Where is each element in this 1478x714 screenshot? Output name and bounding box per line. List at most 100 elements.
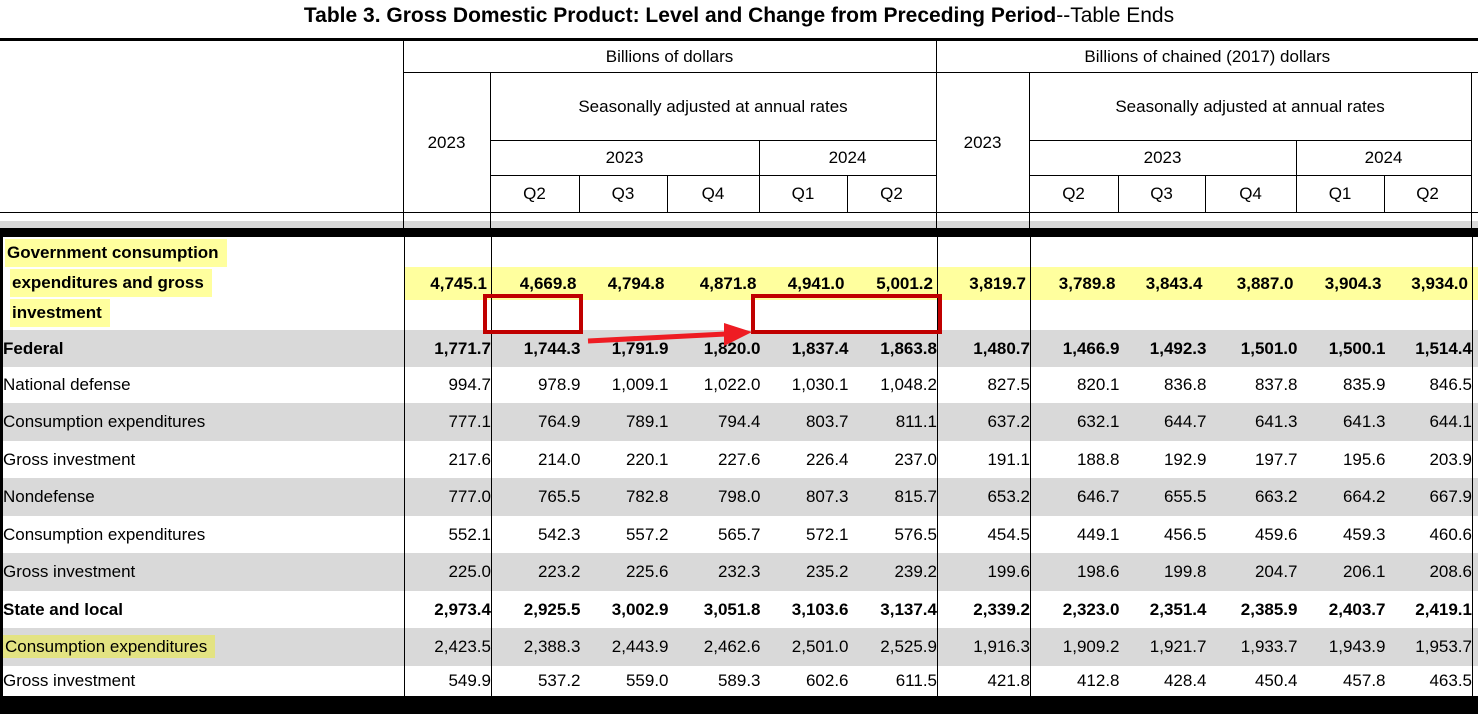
value-cell: 4,745.1	[404, 237, 492, 330]
table-row: Consumption expenditures 552.1 542.3 557.2 5…	[1, 516, 1478, 553]
value-cell: 827.5	[937, 367, 1031, 403]
annotation-box-q2-2023	[483, 294, 583, 334]
cutoff-column-cell	[1473, 367, 1478, 403]
table-row: Gross investment 217.6 214.0 220.1 227.6 226.…	[1, 441, 1478, 478]
row-label: Nondefense	[1, 478, 405, 516]
row-label: Consumption expenditures	[1, 628, 405, 666]
quarter-header-q3-2023-right: Q3	[1117, 175, 1206, 213]
quarter-header-q2-2023-left: Q2	[489, 175, 580, 213]
value-cell: 450.4	[1254, 671, 1298, 690]
value-cell: 1,916.3	[937, 628, 1031, 666]
value-cell: 3,051.8	[703, 599, 761, 619]
row-label: National defense	[1, 367, 405, 403]
value-cell: 2,385.9	[1240, 599, 1298, 619]
value-cell: 1,943.9	[1328, 637, 1386, 656]
value-cell: 765.5	[537, 487, 581, 506]
value-cell: 421.8	[937, 666, 1031, 696]
value-cell: 227.6	[717, 449, 761, 469]
highlighted-label: Consumption expenditures	[3, 635, 216, 658]
value-cell: 3,843.4	[1119, 237, 1207, 330]
annotation-box-2024-q1-q2	[751, 294, 942, 334]
grid-line	[403, 221, 404, 228]
value-cell: 641.3	[1254, 412, 1298, 431]
value-cell: 3,904.3	[1297, 237, 1386, 330]
value-cell: 646.7	[1076, 487, 1120, 506]
saar-header-right: Seasonally adjusted at annual rates	[1028, 72, 1472, 141]
value-cell: 2,525.9	[848, 628, 938, 666]
highlighted-label-line: expenditures and gross	[10, 269, 212, 297]
value-cell: 798.0	[717, 487, 761, 506]
value-cell: 3,934.0	[1385, 237, 1473, 330]
value-cell: 644.1	[1385, 403, 1473, 441]
value-cell: 789.1	[625, 412, 669, 431]
value-cell: 192.9	[1163, 449, 1207, 469]
value-cell: 653.2	[937, 478, 1031, 516]
value-cell: 220.1	[625, 449, 669, 469]
quarter-header-q2-2024-right: Q2	[1383, 175, 1472, 213]
table-row: State and local 2,973.4 2,925.5 3,002.9 3,05…	[1, 591, 1478, 628]
value-cell: 1,837.4	[791, 338, 849, 358]
annual-column-header-left: 2023	[402, 72, 491, 213]
annual-column-header-right: 2023	[935, 72, 1030, 213]
value-cell: 655.5	[1163, 487, 1207, 506]
value-cell: 1,030.1	[791, 375, 849, 394]
value-cell: 572.1	[805, 524, 849, 544]
value-cell: 1,466.9	[1062, 338, 1120, 358]
value-cell: 611.5	[848, 666, 938, 696]
row-label: Federal	[1, 330, 405, 367]
value-cell: 2,351.4	[1149, 599, 1207, 619]
grid-line	[936, 213, 937, 221]
cutoff-column-cell	[1473, 628, 1478, 666]
value-cell: 217.6	[404, 441, 492, 478]
row-label: Gross investment	[1, 553, 405, 591]
value-cell: 782.8	[625, 487, 669, 506]
value-cell: 2,925.5	[523, 599, 581, 619]
value-cell: 235.2	[805, 562, 849, 581]
value-cell: 589.3	[717, 671, 761, 690]
grid-line	[403, 213, 404, 221]
value-cell: 565.7	[717, 524, 761, 544]
value-cell: 195.6	[1342, 449, 1386, 469]
cutoff-column-cell	[1473, 591, 1478, 628]
table-title-suffix: --Table Ends	[1056, 4, 1175, 27]
value-cell: 449.1	[1076, 524, 1120, 544]
quarter-header-q4-2023-left: Q4	[666, 175, 760, 213]
value-cell: 232.3	[717, 562, 761, 581]
value-cell: 667.9	[1385, 478, 1473, 516]
value-cell: 1,771.7	[404, 330, 492, 367]
value-cell: 197.7	[1254, 449, 1298, 469]
highlighted-value: 3,789.8	[1031, 267, 1120, 300]
year-header-2024-left: 2024	[758, 140, 937, 176]
value-cell: 457.8	[1342, 671, 1386, 690]
row-label: State and local	[1, 591, 405, 628]
table-row: National defense 994.7 978.9 1,009.1 1,022.0…	[1, 367, 1478, 403]
grid-line	[1029, 221, 1030, 228]
value-cell: 3,002.9	[611, 599, 669, 619]
table-title-main: Table 3. Gross Domestic Product: Level a…	[303, 4, 1057, 27]
table-row: Nondefense 777.0 765.5 782.8 798.0 807.3 815.7…	[1, 478, 1478, 516]
value-cell: 542.3	[537, 524, 581, 544]
value-cell: 549.9	[404, 666, 492, 696]
quarter-header-q3-2023-left: Q3	[578, 175, 668, 213]
saar-header-left: Seasonally adjusted at annual rates	[489, 72, 937, 141]
quarter-header-q2-2023-right: Q2	[1028, 175, 1119, 213]
quarter-header-q1-2024-left: Q1	[758, 175, 848, 213]
highlighted-value: 3,819.7	[938, 267, 1030, 300]
grid-line	[490, 213, 491, 221]
data-table: Government consumption expenditures and g…	[0, 237, 1478, 696]
value-cell: 1,744.3	[523, 338, 581, 358]
value-cell: 203.9	[1385, 441, 1473, 478]
highlighted-value: 3,843.4	[1119, 267, 1207, 300]
value-cell: 811.1	[848, 403, 938, 441]
stub-header-cell	[0, 39, 404, 213]
value-cell: 1,480.7	[937, 330, 1031, 367]
table-end-rule	[0, 696, 1478, 714]
value-cell: 206.1	[1342, 562, 1386, 581]
grid-line	[1471, 221, 1472, 228]
separator-gap	[0, 212, 1478, 221]
value-cell: 2,501.0	[791, 637, 849, 656]
cutoff-column-cell	[1473, 403, 1478, 441]
value-cell: 1,953.7	[1385, 628, 1473, 666]
value-cell: 1,022.0	[703, 375, 761, 394]
